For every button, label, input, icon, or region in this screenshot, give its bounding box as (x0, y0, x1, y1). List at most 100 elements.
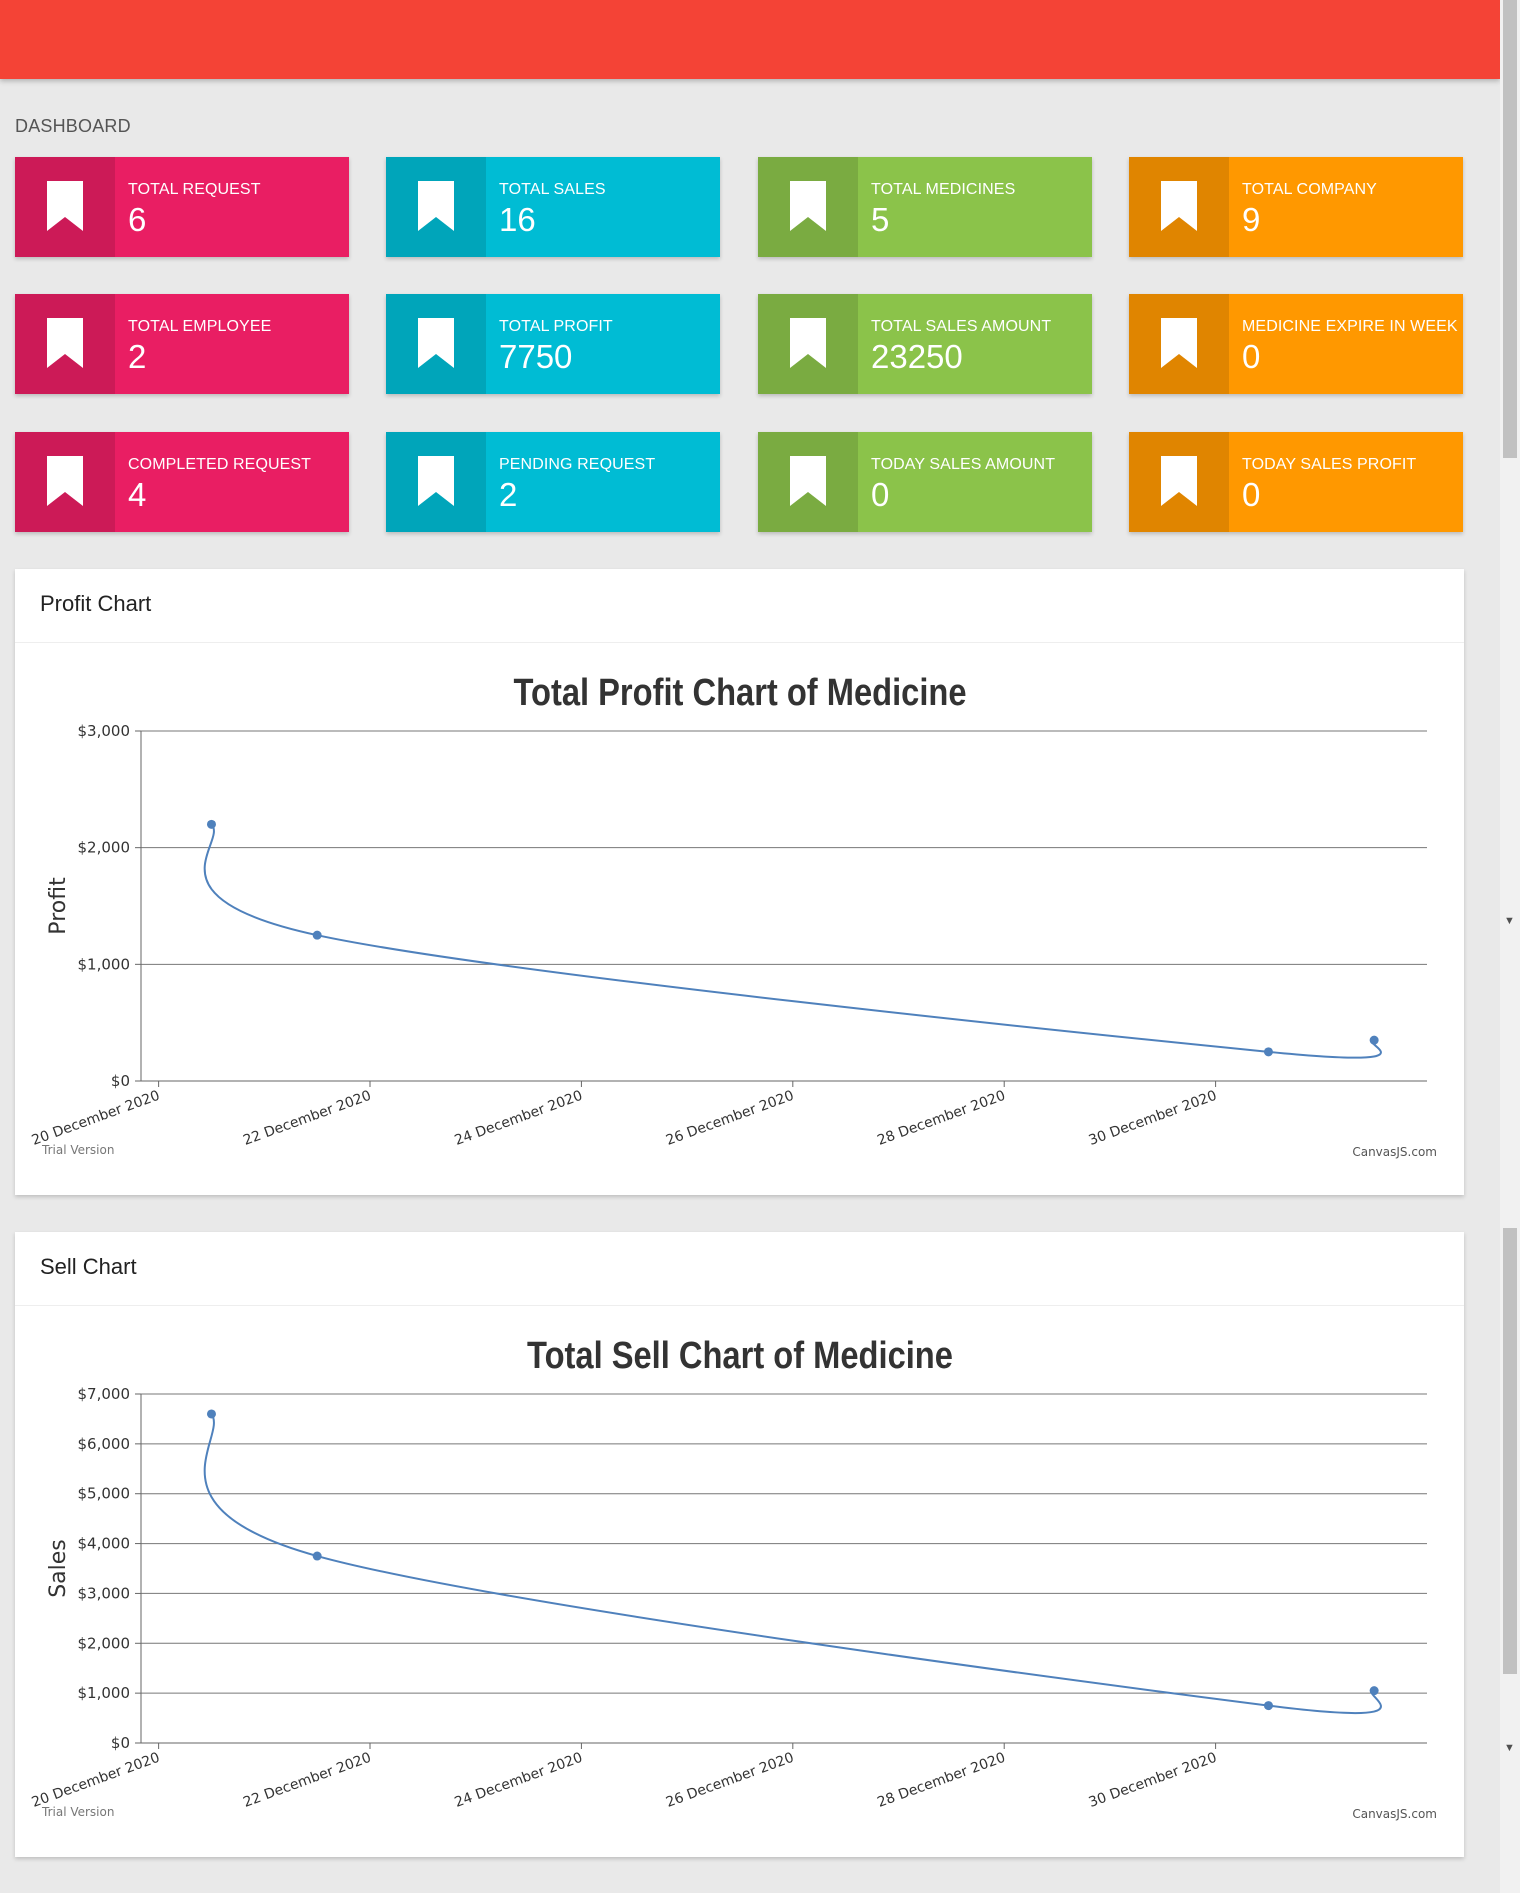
stat-card-value: 16 (499, 201, 536, 238)
stat-card: TODAY SALES PROFIT 0 (1129, 432, 1463, 532)
x-tick-label: 22 December 2020 (241, 1088, 373, 1149)
bookmark-icon (1129, 432, 1229, 532)
stat-card: TOTAL COMPANY 9 (1129, 157, 1463, 257)
x-tick-label: 24 December 2020 (452, 1088, 584, 1149)
stat-card: TOTAL SALES 16 (386, 157, 720, 257)
stat-card: TOTAL REQUEST 6 (15, 157, 349, 257)
bookmark-icon (758, 294, 858, 394)
x-tick-label: 20 December 2020 (30, 1088, 162, 1149)
data-point[interactable] (312, 930, 322, 940)
y-tick-label: $5,000 (78, 1485, 131, 1503)
bookmark-icon (386, 157, 486, 257)
data-point[interactable] (1369, 1686, 1379, 1696)
y-tick-label: $2,000 (78, 1634, 131, 1652)
stat-card-label: TOTAL PROFIT (499, 318, 613, 335)
bookmark-icon (15, 294, 115, 394)
stat-card-label: PENDING REQUEST (499, 456, 656, 473)
stat-card-value: 2 (499, 476, 518, 513)
stat-card-value: 6 (128, 201, 147, 238)
y-axis-label: Profit (46, 877, 71, 935)
stat-card-label: TOTAL MEDICINES (871, 181, 1016, 198)
y-tick-label: $3,000 (78, 722, 131, 740)
stat-card-label: MEDICINE EXPIRE IN WEEK (1242, 318, 1458, 335)
chart-title: Total Profit Chart of Medicine (513, 671, 966, 714)
y-tick-label: $1,000 (78, 1684, 131, 1702)
bookmark-icon (386, 294, 486, 394)
top-navbar (0, 0, 1500, 79)
sell-chart-panel: Sell Chart Total Sell Chart of Medicine $… (15, 1232, 1464, 1857)
x-tick-label: 28 December 2020 (875, 1750, 1007, 1811)
x-tick-label: 26 December 2020 (664, 1750, 796, 1811)
stat-card: MEDICINE EXPIRE IN WEEK 0 (1129, 294, 1463, 394)
watermark-right[interactable]: CanvasJS.com (1352, 1807, 1437, 1821)
stat-card-value: 0 (1242, 476, 1261, 513)
chart-title: Total Sell Chart of Medicine (527, 1334, 953, 1377)
stat-card: TOTAL MEDICINES 5 (758, 157, 1092, 257)
watermark-right[interactable]: CanvasJS.com (1352, 1145, 1437, 1159)
stat-card-label: TOTAL SALES (499, 181, 606, 198)
page-title: DASHBOARD (15, 116, 131, 136)
x-tick-label: 26 December 2020 (664, 1088, 796, 1149)
scrollbar-thumb-upper[interactable] (1503, 0, 1517, 458)
bookmark-icon (758, 432, 858, 532)
stat-card-value: 7750 (499, 338, 573, 375)
series-line (203, 1413, 1382, 1715)
y-tick-label: $1,000 (78, 955, 131, 973)
profit-chart: Total Profit Chart of Medicine $0 $1,000 $2… (30, 671, 1437, 1159)
scroll-down-arrow-icon[interactable]: ▼ (1504, 1742, 1515, 1754)
data-point[interactable] (312, 1551, 322, 1561)
stat-card-label: TODAY SALES AMOUNT (871, 456, 1056, 473)
panel-header: Sell Chart (15, 1232, 1464, 1306)
x-tick-label: 20 December 2020 (30, 1750, 162, 1811)
stat-card: TOTAL EMPLOYEE 2 (15, 294, 349, 394)
stat-card: TOTAL SALES AMOUNT 23250 (758, 294, 1092, 394)
bookmark-icon (15, 432, 115, 532)
y-tick-label: $0 (111, 1072, 130, 1090)
y-tick-label: $6,000 (78, 1435, 131, 1453)
x-tick-label: 24 December 2020 (452, 1750, 584, 1811)
sell-chart: Total Sell Chart of Medicine $0 $1,000 $2,0… (30, 1334, 1437, 1821)
stat-card-label: COMPLETED REQUEST (128, 456, 312, 473)
stat-card-value: 9 (1242, 201, 1261, 238)
stat-card-value: 0 (871, 476, 890, 513)
stat-card: COMPLETED REQUEST 4 (15, 432, 349, 532)
bookmark-icon (386, 432, 486, 532)
scroll-down-arrow-icon[interactable]: ▼ (1504, 915, 1515, 927)
panel-header: Profit Chart (15, 569, 1464, 643)
series-line (203, 823, 1382, 1059)
y-tick-label: $4,000 (78, 1535, 131, 1553)
y-tick-label: $7,000 (78, 1385, 131, 1403)
scrollbar-thumb-lower[interactable] (1503, 1228, 1517, 1674)
stat-card: PENDING REQUEST 2 (386, 432, 720, 532)
bookmark-icon (758, 157, 858, 257)
stat-card-label: TOTAL EMPLOYEE (128, 318, 272, 335)
stat-card-value: 23250 (871, 338, 963, 375)
data-point[interactable] (1263, 1047, 1273, 1057)
y-axis-label: Sales (46, 1539, 71, 1598)
stat-card-label: TODAY SALES PROFIT (1242, 456, 1417, 473)
stat-card-value: 4 (128, 476, 147, 513)
data-point[interactable] (1263, 1701, 1273, 1711)
stat-card-label: TOTAL REQUEST (128, 181, 261, 198)
watermark-left: Trial Version (41, 1805, 114, 1819)
bookmark-icon (1129, 294, 1229, 394)
x-tick-label: 28 December 2020 (875, 1088, 1007, 1149)
stat-card-value: 2 (128, 338, 147, 375)
data-point[interactable] (206, 1409, 216, 1419)
bookmark-icon (1129, 157, 1229, 257)
data-point[interactable] (1369, 1035, 1379, 1045)
watermark-left: Trial Version (41, 1143, 114, 1157)
y-tick-label: $2,000 (78, 839, 131, 857)
x-tick-label: 30 December 2020 (1087, 1088, 1219, 1149)
x-tick-label: 22 December 2020 (241, 1750, 373, 1811)
bookmark-icon (15, 157, 115, 257)
stat-card: TOTAL PROFIT 7750 (386, 294, 720, 394)
stat-card-value: 5 (871, 201, 890, 238)
stat-card-value: 0 (1242, 338, 1261, 375)
stat-card-label: TOTAL COMPANY (1242, 181, 1377, 198)
stat-card-label: TOTAL SALES AMOUNT (871, 318, 1052, 335)
y-tick-label: $3,000 (78, 1584, 131, 1602)
profit-chart-panel: Profit Chart Total Profit Chart of Medic… (15, 569, 1464, 1195)
data-point[interactable] (206, 819, 216, 829)
y-tick-label: $0 (111, 1734, 130, 1752)
